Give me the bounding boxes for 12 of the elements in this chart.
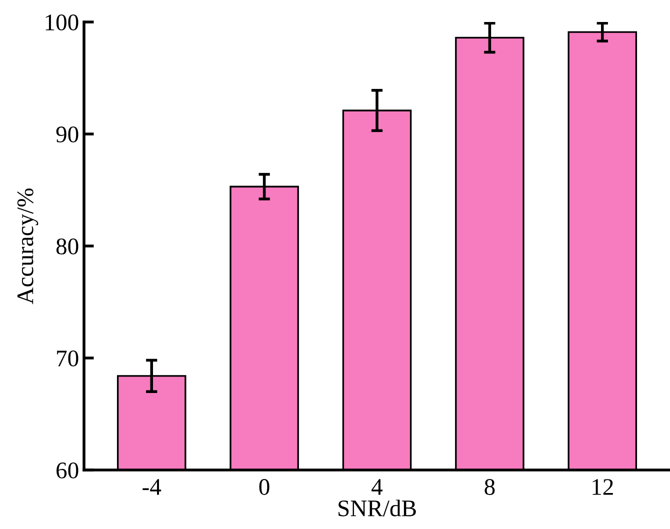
x-tick-label: 0 [259, 479, 270, 495]
x-tick-label: 4 [372, 479, 383, 495]
x-tick-label: 12 [592, 479, 613, 495]
y-axis-title: Accuracy/% [17, 188, 38, 304]
y-tick-label: 60 [56, 462, 78, 478]
x-axis-title: SNR/dB [338, 500, 416, 516]
y-tick-label: 80 [56, 238, 78, 254]
y-tick-label: 70 [57, 350, 78, 366]
x-tick-label: -4 [142, 479, 162, 495]
x-tick-label: 8 [484, 479, 495, 495]
y-tick-label: 90 [56, 126, 78, 142]
y-tick-label: 100 [46, 14, 78, 30]
